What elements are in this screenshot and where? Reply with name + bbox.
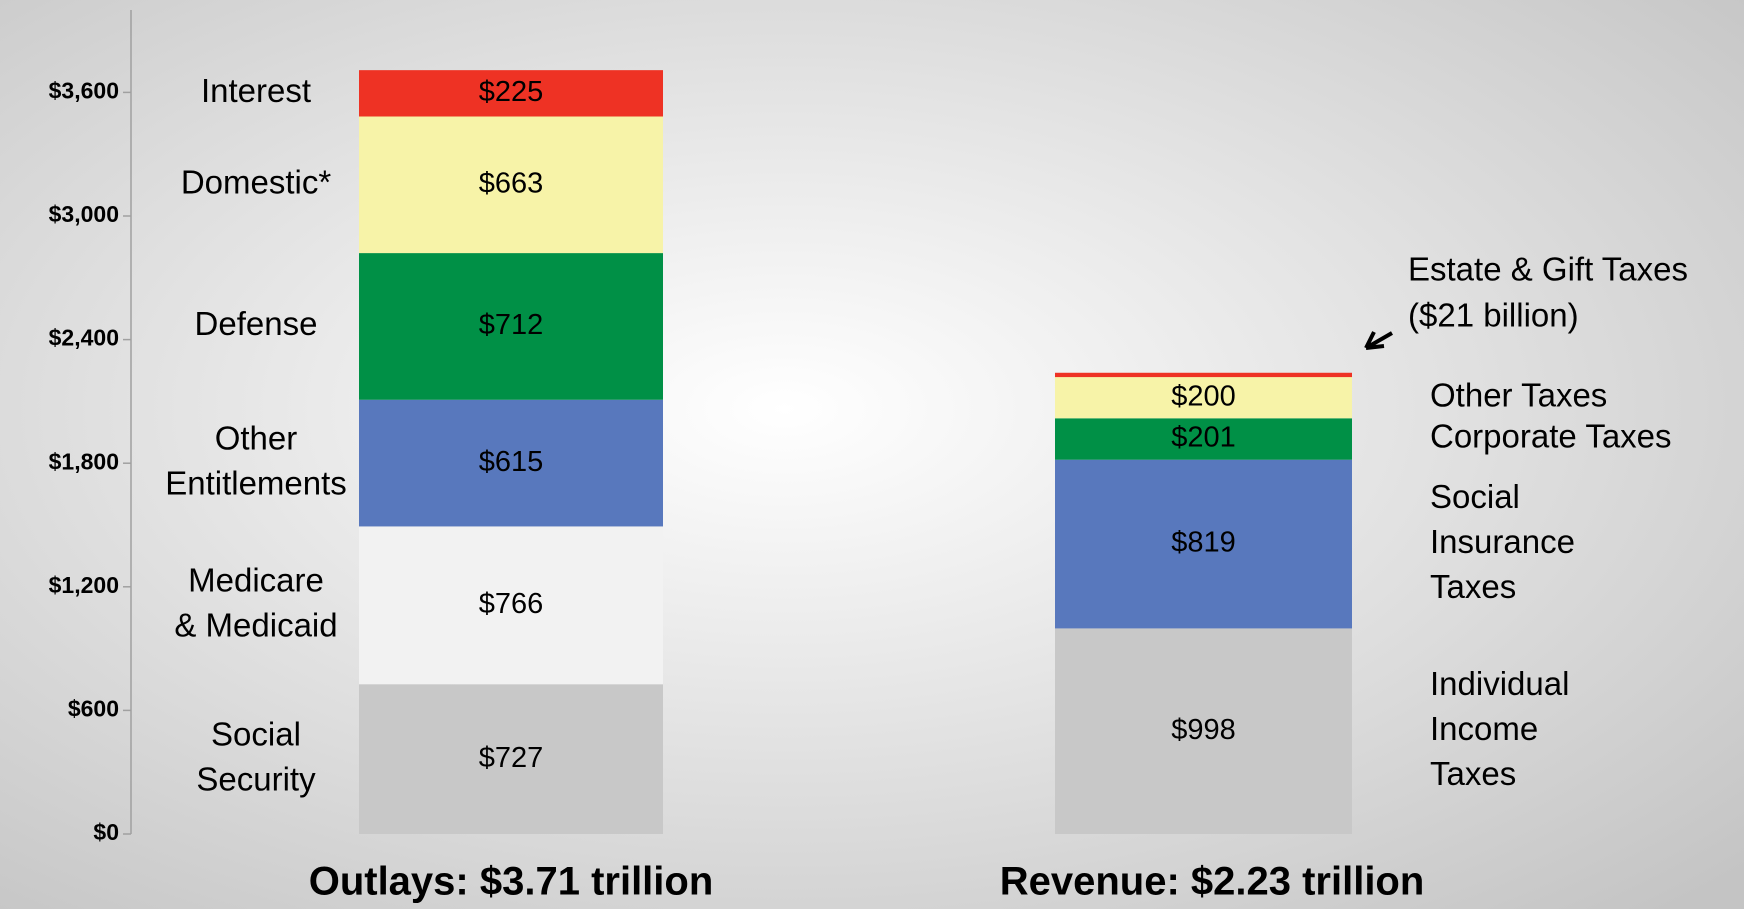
segment-name: Defense	[195, 305, 318, 342]
segment-name: Social	[1430, 478, 1520, 515]
arrow	[1364, 331, 1393, 350]
segment-name: Insurance	[1430, 523, 1575, 560]
y-tick-label: $1,800	[49, 448, 119, 474]
bar-segment	[1055, 372, 1352, 378]
annotation: ($21 billion)	[1408, 297, 1579, 334]
y-tick-label: $1,200	[49, 572, 119, 598]
value-label: $663	[479, 167, 544, 199]
bar-segment	[1055, 628, 1352, 834]
value-label: $766	[479, 588, 544, 620]
segment-name: Entitlements	[165, 464, 347, 501]
bar-caption: Revenue: $2.23 trillion	[1000, 860, 1425, 904]
value-label: $615	[479, 446, 544, 478]
segment-name: Corporate Taxes	[1430, 418, 1672, 455]
y-tick-label: $2,400	[49, 325, 119, 351]
segment-name: Estate & Gift Taxes	[1408, 251, 1688, 288]
bar-segment	[1055, 377, 1352, 419]
y-tick-label: $0	[93, 819, 119, 845]
segment-name: Individual	[1430, 665, 1569, 702]
segment-name: & Medicaid	[174, 607, 337, 644]
segment-name: Other Taxes	[1430, 376, 1607, 413]
bar-segment	[359, 684, 663, 834]
segment-name: Medicare	[188, 562, 324, 599]
segment-name: Taxes	[1430, 755, 1516, 792]
bar-segment	[359, 116, 663, 254]
value-label: $200	[1171, 380, 1236, 412]
bar-segment	[359, 253, 663, 400]
segment-name: Income	[1430, 710, 1538, 747]
segment-name: Security	[196, 760, 316, 797]
bar-segment	[359, 70, 663, 117]
bar-segment	[1055, 459, 1352, 629]
y-tick-label: $600	[68, 695, 119, 721]
y-tick-label: $3,000	[49, 201, 119, 227]
segment-name: Other	[215, 419, 298, 456]
bar-segment	[359, 526, 663, 685]
segment-name: Taxes	[1430, 568, 1516, 605]
y-tick-label: $3,600	[49, 77, 119, 103]
segment-name: Social	[211, 715, 301, 752]
bar-segment	[359, 399, 663, 527]
value-label: $998	[1171, 714, 1236, 746]
segment-name: Domestic*	[181, 164, 332, 201]
segment-name: Interest	[201, 72, 311, 109]
value-label: $712	[479, 309, 544, 341]
bar-caption: Outlays: $3.71 trillion	[309, 860, 714, 904]
bar-segment	[1055, 418, 1352, 460]
value-label: $201	[1171, 422, 1236, 454]
value-label: $727	[479, 742, 544, 774]
value-label: $819	[1171, 527, 1236, 559]
value-label: $225	[479, 76, 544, 108]
